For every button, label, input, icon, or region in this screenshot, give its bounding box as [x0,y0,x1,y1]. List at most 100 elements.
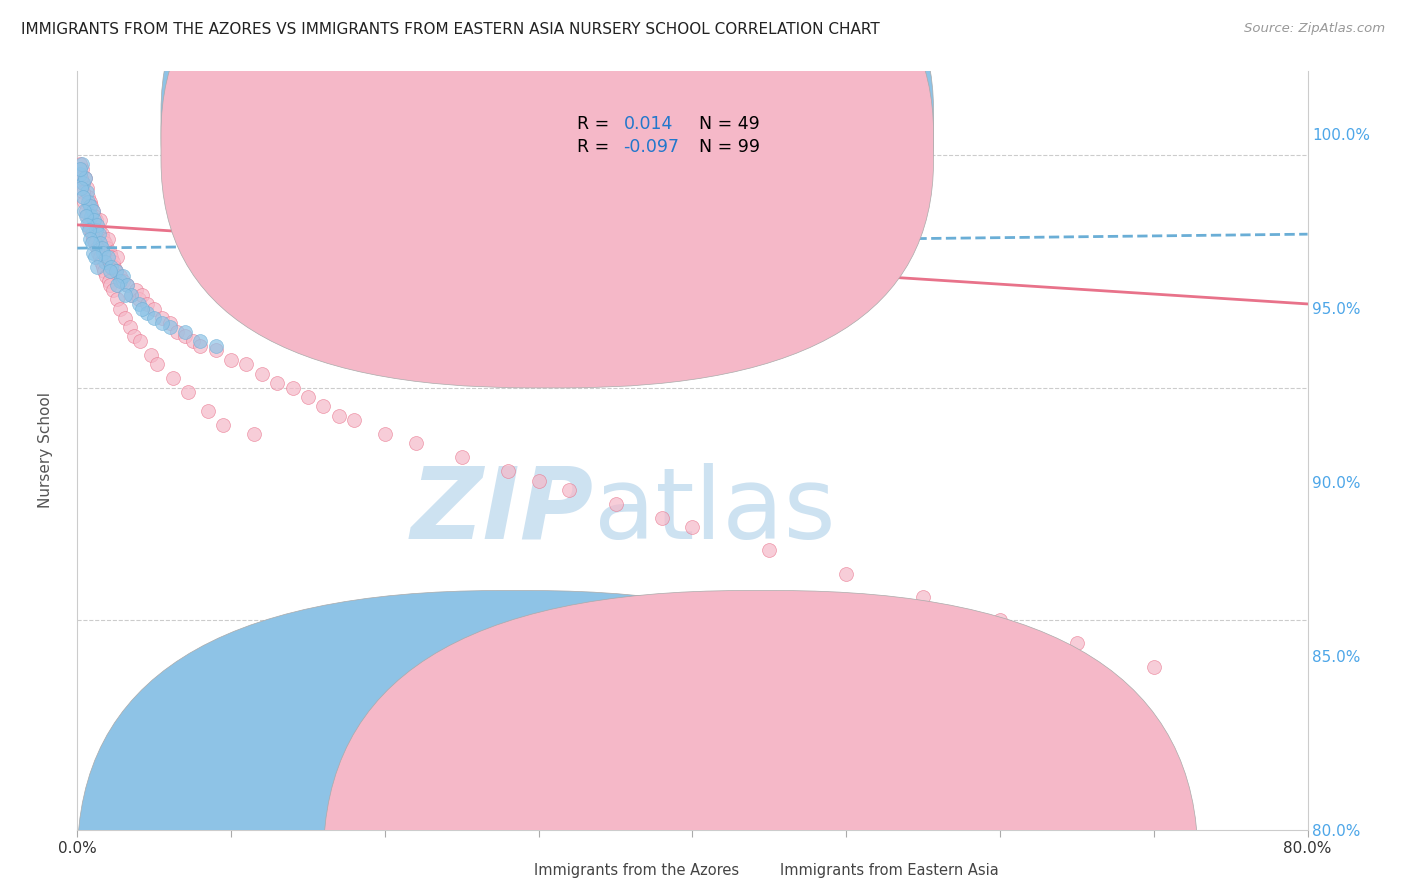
Point [93,245,115,260]
Point [79,232,101,246]
Point [128,297,150,311]
Point [100,260,122,274]
Point [131,287,153,301]
Point [86,260,108,274]
Point [343,413,366,427]
Point [76,218,98,232]
Point [100,251,122,265]
FancyBboxPatch shape [162,0,934,388]
Point [72,176,94,190]
Point [72,190,94,204]
Point [110,268,132,283]
Point [84,222,107,236]
Text: -0.097: -0.097 [624,138,679,156]
FancyBboxPatch shape [77,591,952,892]
Point [112,274,135,288]
Point [108,301,131,316]
Point [83,209,105,223]
Point [114,310,136,325]
Point [89,236,111,251]
Point [105,278,128,293]
Point [181,334,204,348]
Point [204,339,226,353]
Point [988,613,1011,627]
Point [450,450,472,465]
Point [266,376,288,390]
Point [77,218,100,232]
Point [91,260,114,274]
Point [281,381,304,395]
Point [496,464,519,478]
Point [83,213,105,227]
Text: Source: ZipAtlas.com: Source: ZipAtlas.com [1244,22,1385,36]
Point [103,283,125,297]
Point [75,209,97,223]
Text: ZIP: ZIP [411,463,595,559]
Y-axis label: Nursery School: Nursery School [38,392,53,508]
Point [104,264,127,278]
Point [143,301,166,316]
Point [80,199,103,213]
Text: N = 49: N = 49 [688,115,759,134]
Point [150,310,173,325]
Point [86,218,108,232]
Text: Immigrants from the Azores: Immigrants from the Azores [534,863,740,878]
Point [69,157,91,171]
Point [69,162,91,177]
Point [120,287,142,301]
Text: R =: R = [576,138,614,156]
Point [79,199,101,213]
Text: R =: R = [576,115,614,134]
Point [82,203,104,218]
Point [70,171,93,186]
Point [97,232,120,246]
Point [70,162,93,177]
Point [297,390,319,404]
Point [250,367,273,381]
Point [84,236,107,251]
Point [76,209,98,223]
Point [125,283,148,297]
Point [72,176,94,190]
Point [162,371,184,385]
Point [73,171,96,186]
Point [103,260,125,274]
Point [98,245,121,260]
Point [90,241,114,255]
Point [89,251,111,265]
Point [73,171,96,186]
Point [128,293,150,307]
Point [72,186,94,200]
Point [98,264,121,278]
Point [70,157,93,171]
Point [114,287,136,301]
Point [87,227,110,242]
Point [243,427,266,442]
Text: IMMIGRANTS FROM THE AZORES VS IMMIGRANTS FROM EASTERN ASIA NURSERY SCHOOL CORREL: IMMIGRANTS FROM THE AZORES VS IMMIGRANTS… [21,22,880,37]
Point [118,320,141,334]
Point [129,334,152,348]
Point [135,306,157,320]
FancyBboxPatch shape [162,0,934,365]
Point [141,348,163,362]
Point [150,316,173,330]
Point [89,213,111,227]
Point [143,310,166,325]
Point [131,301,153,316]
Point [188,339,212,353]
Point [93,264,115,278]
Point [100,278,122,293]
Point [204,343,226,358]
Point [82,245,104,260]
Point [188,334,212,348]
Point [174,325,197,339]
Point [235,358,257,372]
Point [405,436,427,450]
Point [97,251,120,265]
Point [79,222,101,236]
Point [79,194,101,209]
Point [110,274,132,288]
Point [651,511,673,525]
Point [77,194,100,209]
Point [1066,636,1088,650]
